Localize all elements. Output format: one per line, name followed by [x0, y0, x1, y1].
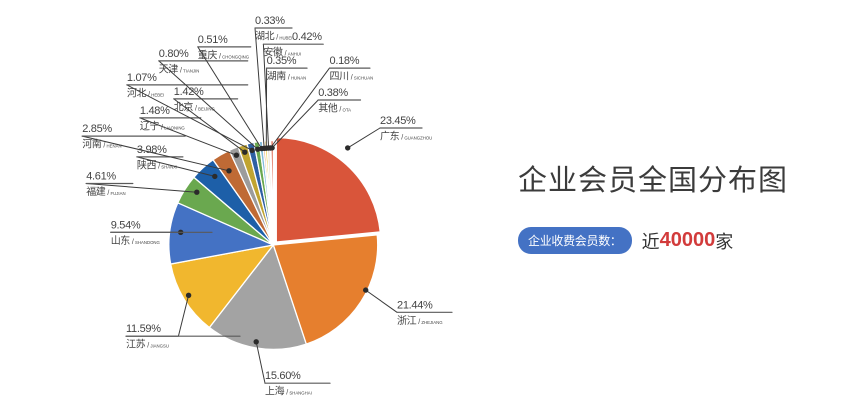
svg-text:1.48%: 1.48%	[140, 105, 170, 117]
svg-text:1.07%: 1.07%	[127, 72, 157, 84]
svg-text:江苏 / JIANGSU: 江苏 / JIANGSU	[126, 336, 169, 351]
svg-text:0.80%: 0.80%	[159, 48, 189, 60]
svg-text:9.54%: 9.54%	[111, 219, 141, 231]
svg-text:浙江 / ZHEJIANG: 浙江 / ZHEJIANG	[397, 312, 443, 327]
svg-text:天津 / TIANJIN: 天津 / TIANJIN	[159, 60, 200, 75]
svg-text:陕西 / SHANXI: 陕西 / SHANXI	[137, 156, 177, 171]
svg-text:23.45%: 23.45%	[380, 115, 416, 127]
svg-text:重庆 / CHONGQING: 重庆 / CHONGQING	[198, 46, 250, 61]
svg-text:四川 / SICHUAN: 四川 / SICHUAN	[330, 68, 374, 83]
svg-text:广东 / GUANGZHOU: 广东 / GUANGZHOU	[380, 128, 432, 143]
svg-text:2.85%: 2.85%	[82, 123, 112, 135]
svg-text:湖北 / HUBEI: 湖北 / HUBEI	[255, 28, 292, 43]
svg-text:北京 / BEIJING: 北京 / BEIJING	[174, 98, 216, 113]
svg-text:0.42%: 0.42%	[292, 31, 322, 43]
svg-text:0.38%: 0.38%	[318, 87, 348, 99]
svg-text:0.33%: 0.33%	[255, 15, 285, 27]
svg-text:河南 / HENAN: 河南 / HENAN	[82, 136, 121, 151]
svg-text:21.44%: 21.44%	[397, 299, 433, 311]
svg-text:上海 / SHANGHAI: 上海 / SHANGHAI	[265, 383, 312, 398]
svg-text:河北 / HEBEI: 河北 / HEBEI	[127, 84, 164, 99]
svg-text:山东 / SHANDONG: 山东 / SHANDONG	[111, 232, 161, 247]
svg-text:辽宁 / LIAONING: 辽宁 / LIAONING	[140, 117, 186, 132]
svg-text:4.61%: 4.61%	[86, 171, 116, 183]
svg-text:11.59%: 11.59%	[126, 323, 161, 335]
svg-text:3.98%: 3.98%	[137, 144, 167, 156]
svg-text:15.60%: 15.60%	[265, 370, 301, 382]
svg-text:其他 / OTA: 其他 / OTA	[318, 100, 351, 115]
svg-text:0.51%: 0.51%	[198, 34, 228, 46]
svg-text:1.42%: 1.42%	[174, 86, 204, 98]
svg-text:湖南 / HUNAN: 湖南 / HUNAN	[267, 68, 307, 83]
svg-text:安徽 / ANHUI: 安徽 / ANHUI	[263, 44, 301, 59]
svg-text:0.18%: 0.18%	[330, 55, 360, 67]
